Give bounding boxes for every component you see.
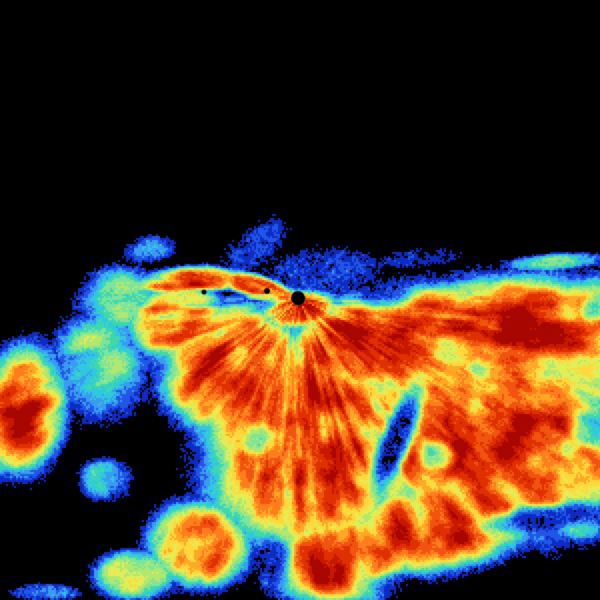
radar-canvas bbox=[0, 0, 600, 600]
radar-image bbox=[0, 0, 600, 600]
